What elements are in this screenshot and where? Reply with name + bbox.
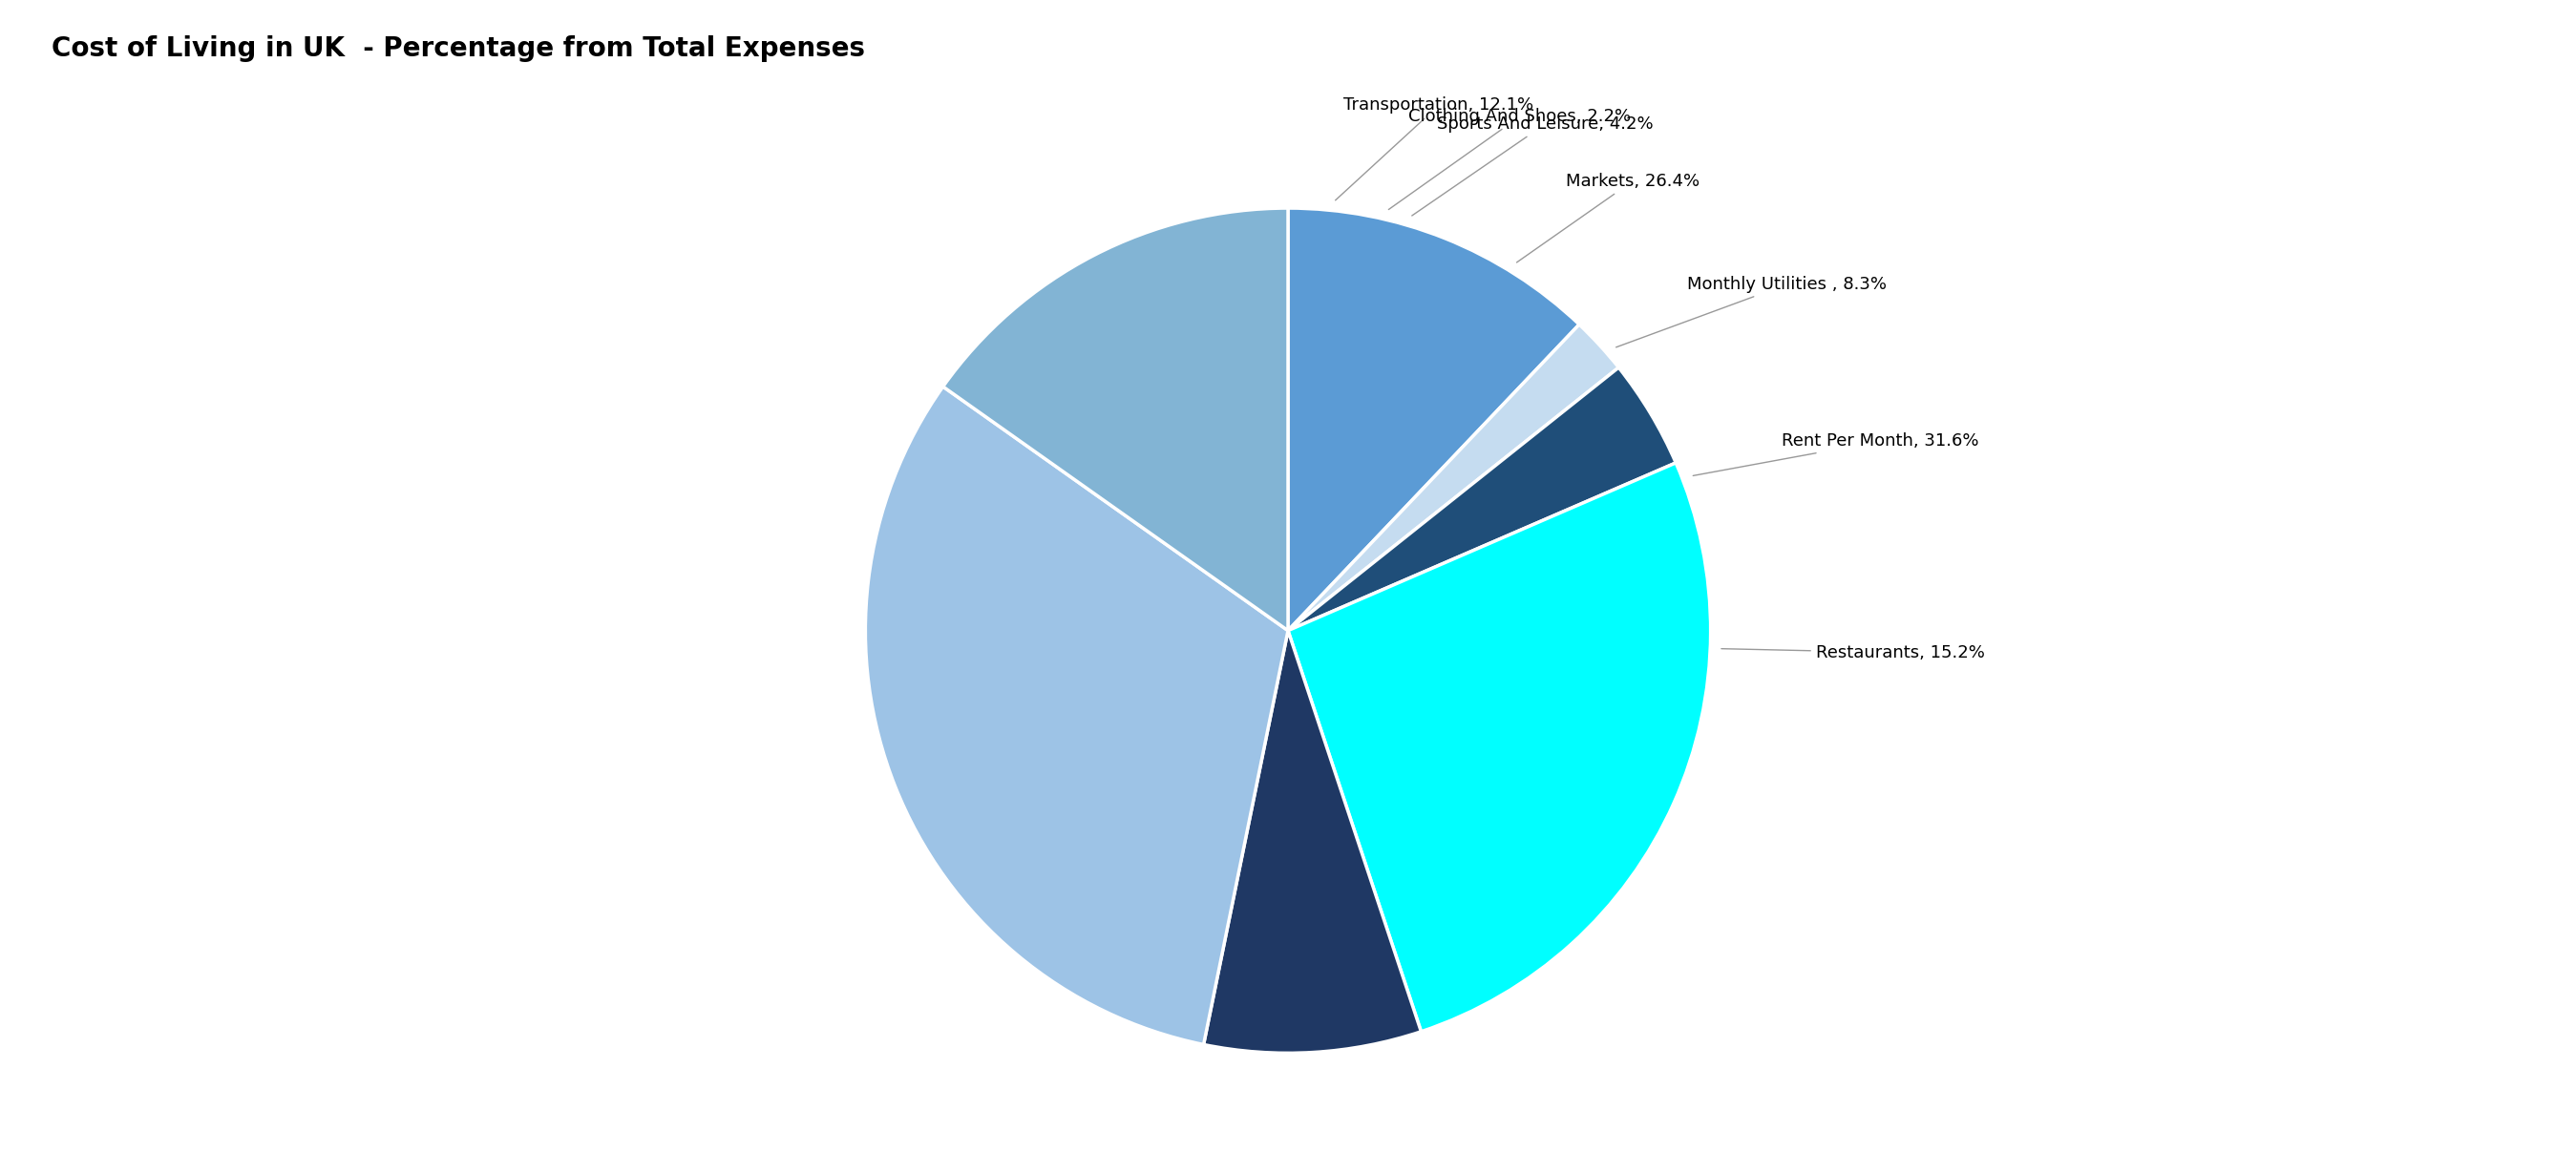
Text: Sports And Leisure, 4.2%: Sports And Leisure, 4.2% [1412, 115, 1654, 216]
Wedge shape [1288, 325, 1618, 631]
Text: Restaurants, 15.2%: Restaurants, 15.2% [1721, 644, 1984, 662]
Text: Monthly Utilities , 8.3%: Monthly Utilities , 8.3% [1615, 276, 1886, 347]
Wedge shape [866, 387, 1288, 1044]
Wedge shape [943, 208, 1288, 631]
Wedge shape [1288, 463, 1710, 1031]
Text: Clothing And Shoes, 2.2%: Clothing And Shoes, 2.2% [1388, 108, 1631, 210]
Text: Rent Per Month, 31.6%: Rent Per Month, 31.6% [1692, 433, 1978, 476]
Wedge shape [1203, 631, 1422, 1053]
Text: Transportation, 12.1%: Transportation, 12.1% [1334, 97, 1533, 201]
Wedge shape [1288, 367, 1677, 631]
Text: Cost of Living in UK  - Percentage from Total Expenses: Cost of Living in UK - Percentage from T… [52, 35, 866, 62]
Text: Markets, 26.4%: Markets, 26.4% [1517, 172, 1700, 263]
Wedge shape [1288, 208, 1579, 631]
